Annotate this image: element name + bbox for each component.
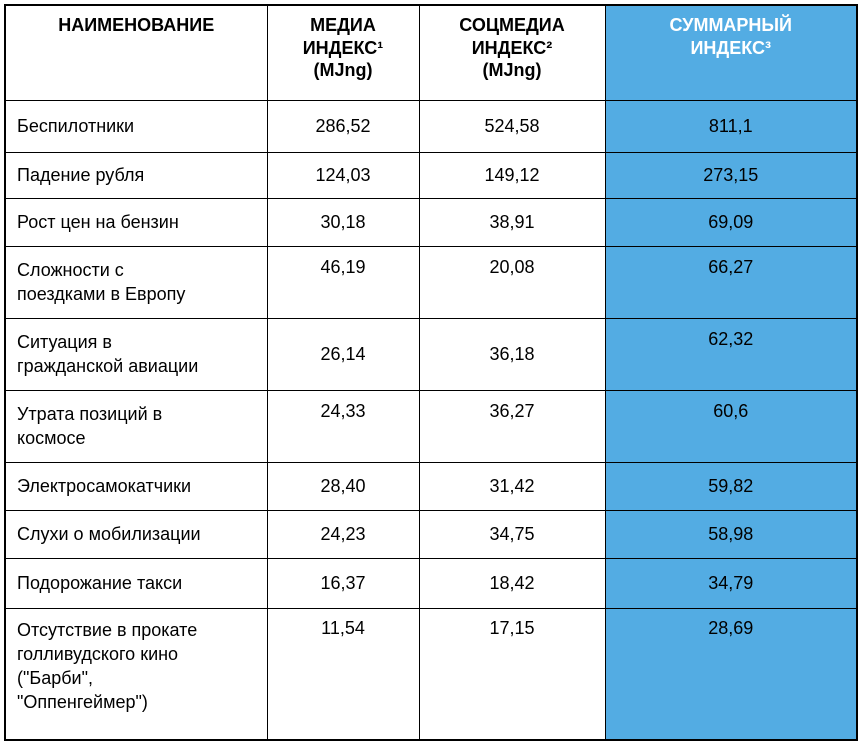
social-index-cell: 18,42 bbox=[418, 557, 606, 609]
header-name: НАИМЕНОВАНИЕ bbox=[4, 4, 268, 101]
table-row: Электросамокатчики 28,40 31,42 59,82 bbox=[4, 461, 858, 511]
topic-cell: Сложности с поездками в Европу bbox=[4, 245, 268, 319]
media-index-cell: 286,52 bbox=[266, 99, 420, 153]
table-row: Сложности с поездками в Европу 46,19 20,… bbox=[4, 245, 858, 319]
topic-cell: Подорожание такси bbox=[4, 557, 268, 609]
header-row: НАИМЕНОВАНИЕ МЕДИА ИНДЕКС¹ (MJng) СОЦМЕД… bbox=[4, 4, 858, 101]
total-index-cell: 69,09 bbox=[604, 197, 858, 247]
social-index-cell: 34,75 bbox=[418, 509, 606, 559]
index-table: НАИМЕНОВАНИЕ МЕДИА ИНДЕКС¹ (MJng) СОЦМЕД… bbox=[4, 4, 858, 741]
table-row: Падение рубля 124,03 149,12 273,15 bbox=[4, 151, 858, 199]
total-index-cell: 59,82 bbox=[604, 461, 858, 511]
topic-cell: Отсутствие в прокате голливудского кино … bbox=[4, 607, 268, 741]
media-index-cell: 30,18 bbox=[266, 197, 420, 247]
table-row: Беспилотники 286,52 524,58 811,1 bbox=[4, 99, 858, 153]
table-row: Ситуация в гражданской авиации 26,14 36,… bbox=[4, 317, 858, 391]
topic-cell: Падение рубля bbox=[4, 151, 268, 199]
topic-cell: Ситуация в гражданской авиации bbox=[4, 317, 268, 391]
total-index-cell: 28,69 bbox=[604, 607, 858, 741]
topic-cell: Слухи о мобилизации bbox=[4, 509, 268, 559]
total-index-cell: 62,32 bbox=[604, 317, 858, 391]
media-index-cell: 24,23 bbox=[266, 509, 420, 559]
total-index-cell: 273,15 bbox=[604, 151, 858, 199]
table-row: Рост цен на бензин 30,18 38,91 69,09 bbox=[4, 197, 858, 247]
header-media-index: МЕДИА ИНДЕКС¹ (MJng) bbox=[266, 4, 420, 101]
social-index-cell: 36,18 bbox=[418, 317, 606, 391]
media-index-cell: 11,54 bbox=[266, 607, 420, 741]
total-index-cell: 66,27 bbox=[604, 245, 858, 319]
total-index-cell: 60,6 bbox=[604, 389, 858, 463]
table-row: Отсутствие в прокате голливудского кино … bbox=[4, 607, 858, 741]
table-row: Утрата позиций в космосе 24,33 36,27 60,… bbox=[4, 389, 858, 463]
topic-cell: Беспилотники bbox=[4, 99, 268, 153]
header-social-index: СОЦМЕДИА ИНДЕКС² (MJng) bbox=[418, 4, 606, 101]
topic-cell: Утрата позиций в космосе bbox=[4, 389, 268, 463]
total-index-cell: 811,1 bbox=[604, 99, 858, 153]
header-total-index: СУММАРНЫЙ ИНДЕКС³ bbox=[604, 4, 858, 101]
social-index-cell: 17,15 bbox=[418, 607, 606, 741]
media-index-cell: 24,33 bbox=[266, 389, 420, 463]
social-index-cell: 524,58 bbox=[418, 99, 606, 153]
media-index-cell: 124,03 bbox=[266, 151, 420, 199]
total-index-cell: 34,79 bbox=[604, 557, 858, 609]
media-index-cell: 46,19 bbox=[266, 245, 420, 319]
table-row: Подорожание такси 16,37 18,42 34,79 bbox=[4, 557, 858, 609]
social-index-cell: 31,42 bbox=[418, 461, 606, 511]
media-index-cell: 26,14 bbox=[266, 317, 420, 391]
topic-cell: Электросамокатчики bbox=[4, 461, 268, 511]
media-index-cell: 16,37 bbox=[266, 557, 420, 609]
social-index-cell: 36,27 bbox=[418, 389, 606, 463]
social-index-cell: 149,12 bbox=[418, 151, 606, 199]
social-index-cell: 38,91 bbox=[418, 197, 606, 247]
social-index-cell: 20,08 bbox=[418, 245, 606, 319]
table-row: Слухи о мобилизации 24,23 34,75 58,98 bbox=[4, 509, 858, 559]
total-index-cell: 58,98 bbox=[604, 509, 858, 559]
topic-cell: Рост цен на бензин bbox=[4, 197, 268, 247]
media-index-cell: 28,40 bbox=[266, 461, 420, 511]
